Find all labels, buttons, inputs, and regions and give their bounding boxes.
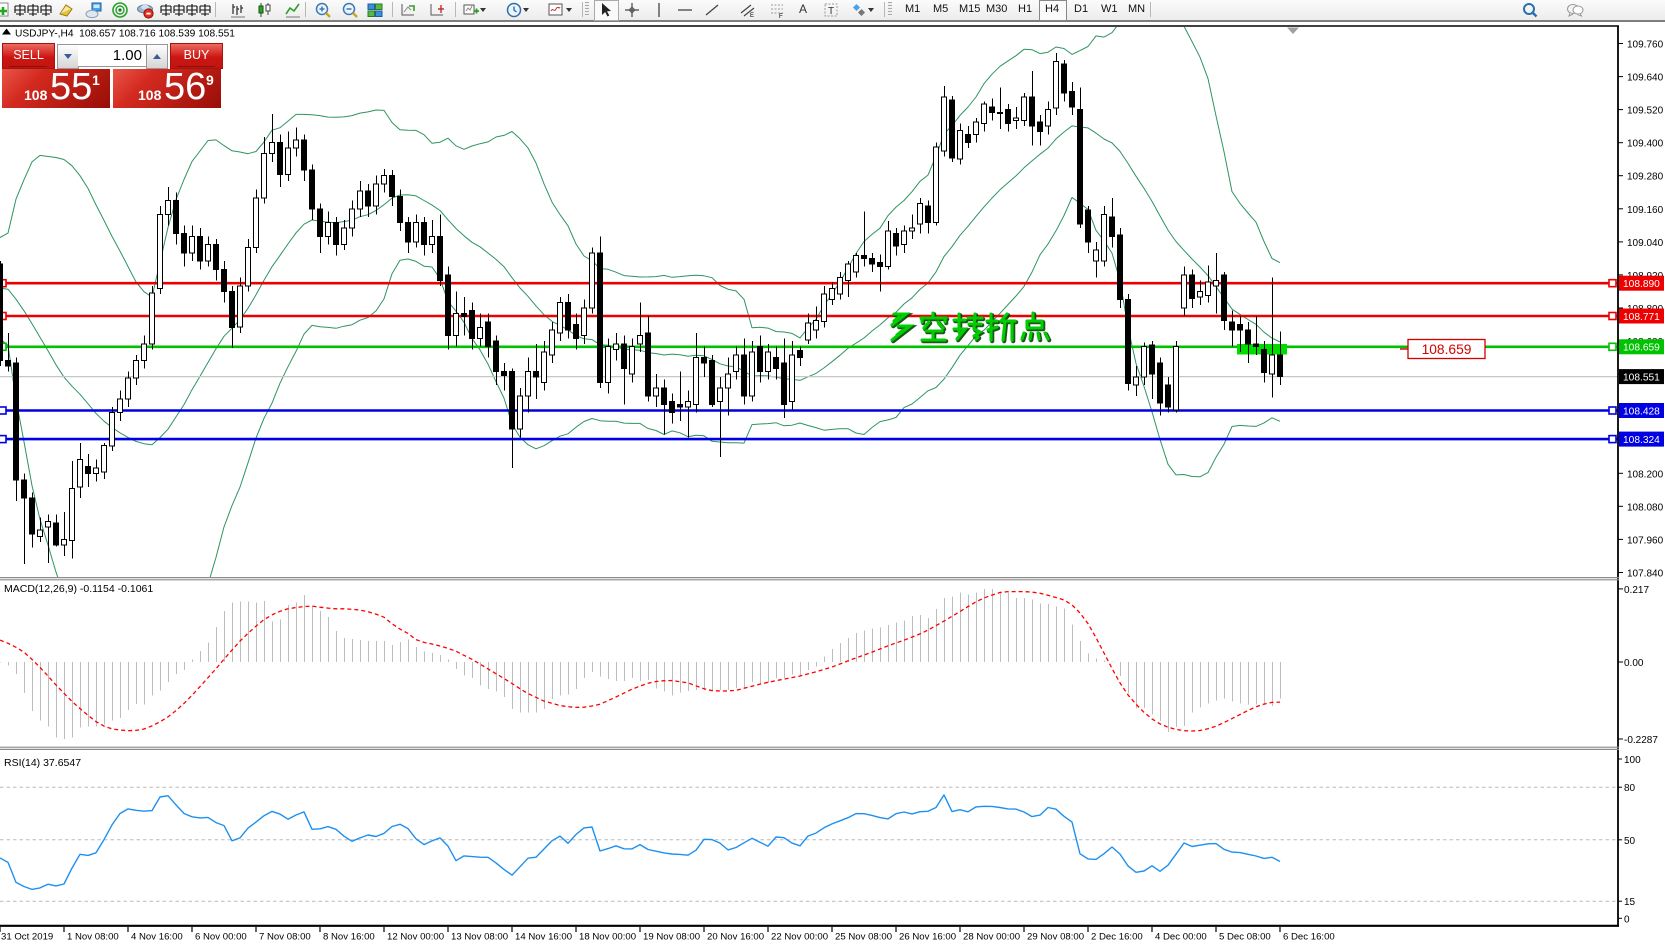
svg-text:108.551: 108.551 <box>1623 372 1660 383</box>
svg-text:E: E <box>750 13 754 19</box>
svg-text:T: T <box>828 6 834 17</box>
svg-text:109.160: 109.160 <box>1627 205 1664 216</box>
svg-text:0: 0 <box>1624 914 1630 925</box>
svg-text:7 Nov 08:00: 7 Nov 08:00 <box>259 932 311 943</box>
svg-text:8 Nov 16:00: 8 Nov 16:00 <box>323 932 375 943</box>
svg-text:108.080: 108.080 <box>1627 502 1664 513</box>
svg-text:F: F <box>779 14 783 19</box>
svg-text:20 Nov 16:00: 20 Nov 16:00 <box>707 932 764 943</box>
svg-text:109.760: 109.760 <box>1627 40 1664 51</box>
svg-text:31 Oct 2019: 31 Oct 2019 <box>1 932 53 943</box>
svg-text:13 Nov 08:00: 13 Nov 08:00 <box>451 932 508 943</box>
svg-text:50: 50 <box>1624 836 1636 847</box>
svg-text:108.890: 108.890 <box>1623 279 1660 290</box>
svg-text:RSI(14) 37.6547: RSI(14) 37.6547 <box>4 757 81 769</box>
svg-text:15: 15 <box>1624 897 1636 908</box>
svg-text:MACD(12,26,9) -0.1154 -0.1061: MACD(12,26,9) -0.1154 -0.1061 <box>4 583 153 595</box>
svg-text:25 Nov 08:00: 25 Nov 08:00 <box>835 932 892 943</box>
svg-text:1 Nov 08:00: 1 Nov 08:00 <box>67 932 119 943</box>
svg-text:-0.2287: -0.2287 <box>1624 735 1658 746</box>
svg-text:4 Nov 16:00: 4 Nov 16:00 <box>131 932 183 943</box>
svg-text:28 Nov 00:00: 28 Nov 00:00 <box>963 932 1020 943</box>
svg-text:108.428: 108.428 <box>1623 406 1660 417</box>
svg-text:26 Nov 16:00: 26 Nov 16:00 <box>899 932 956 943</box>
svg-text:2 Dec 16:00: 2 Dec 16:00 <box>1091 932 1143 943</box>
svg-text:108.659: 108.659 <box>1422 342 1472 357</box>
svg-text:4 Dec 00:00: 4 Dec 00:00 <box>1155 932 1207 943</box>
svg-text:108.324: 108.324 <box>1623 435 1660 446</box>
svg-text:14 Nov 16:00: 14 Nov 16:00 <box>515 932 572 943</box>
svg-text:22 Nov 00:00: 22 Nov 00:00 <box>771 932 828 943</box>
svg-text:USDJPY-,H4 108.657 108.716 10: USDJPY-,H4 108.657 108.716 108.539 108.5… <box>15 29 235 40</box>
svg-text:108.771: 108.771 <box>1623 312 1660 323</box>
svg-text:19 Nov 08:00: 19 Nov 08:00 <box>643 932 700 943</box>
svg-text:109.040: 109.040 <box>1627 238 1664 249</box>
svg-text:107.960: 107.960 <box>1627 535 1664 546</box>
svg-text:6 Nov 00:00: 6 Nov 00:00 <box>195 932 247 943</box>
svg-text:109.400: 109.400 <box>1627 139 1664 150</box>
svg-text:6 Dec 16:00: 6 Dec 16:00 <box>1283 932 1335 943</box>
svg-text:12 Nov 00:00: 12 Nov 00:00 <box>387 932 444 943</box>
svg-text:80: 80 <box>1624 783 1636 794</box>
svg-text:18 Nov 00:00: 18 Nov 00:00 <box>579 932 636 943</box>
svg-text:5 Dec 08:00: 5 Dec 08:00 <box>1219 932 1271 943</box>
svg-text:0.217: 0.217 <box>1624 585 1649 596</box>
svg-text:107.840: 107.840 <box>1627 568 1664 579</box>
svg-text:109.280: 109.280 <box>1627 172 1664 183</box>
svg-text:100: 100 <box>1624 755 1641 766</box>
svg-text:29 Nov 08:00: 29 Nov 08:00 <box>1027 932 1084 943</box>
svg-text:109.640: 109.640 <box>1627 73 1664 84</box>
svg-text:108.659: 108.659 <box>1623 343 1660 354</box>
svg-text:109.520: 109.520 <box>1627 106 1664 117</box>
svg-text:108.200: 108.200 <box>1627 469 1664 480</box>
svg-text:0.00: 0.00 <box>1624 658 1644 669</box>
